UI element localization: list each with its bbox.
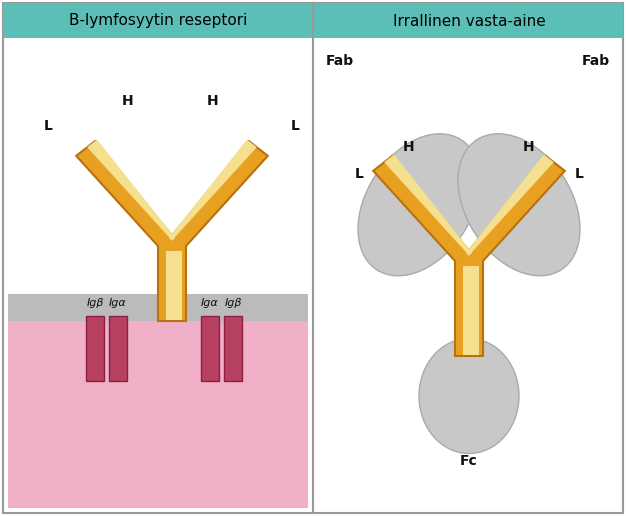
Bar [174, 251, 182, 320]
Text: Fab: Fab [582, 54, 610, 68]
Bar [463, 266, 471, 355]
Text: H: H [207, 94, 219, 108]
Text: L: L [354, 167, 364, 181]
Text: Igα: Igα [201, 298, 219, 308]
Polygon shape [373, 156, 565, 356]
Polygon shape [76, 141, 268, 321]
FancyBboxPatch shape [3, 3, 623, 513]
Text: Fc: Fc [460, 454, 478, 468]
Bar [166, 251, 174, 320]
Polygon shape [168, 139, 257, 240]
Ellipse shape [458, 134, 580, 276]
Text: L: L [575, 167, 583, 181]
Text: L: L [290, 119, 299, 133]
Text: Irrallinen vasta-aine: Irrallinen vasta-aine [393, 13, 545, 28]
Ellipse shape [358, 134, 480, 276]
Ellipse shape [419, 338, 519, 454]
Text: Igβ: Igβ [224, 298, 242, 308]
Text: L: L [44, 119, 53, 133]
Bar [86, 316, 104, 381]
Bar [471, 266, 479, 355]
Bar [8, 294, 308, 321]
Polygon shape [466, 154, 554, 255]
Bar [224, 316, 242, 381]
Text: Igα: Igα [109, 298, 127, 308]
Text: B-lymfosyytin reseptori: B-lymfosyytin reseptori [69, 13, 247, 28]
Polygon shape [384, 154, 472, 255]
Bar [8, 321, 308, 508]
Text: H: H [403, 139, 415, 154]
Text: H: H [523, 139, 535, 154]
Bar [3, 3, 623, 38]
Bar [201, 316, 219, 381]
Text: H: H [122, 94, 134, 108]
Polygon shape [87, 139, 175, 240]
Text: Igβ: Igβ [86, 298, 104, 308]
Text: Fab: Fab [326, 54, 354, 68]
Bar [109, 316, 127, 381]
